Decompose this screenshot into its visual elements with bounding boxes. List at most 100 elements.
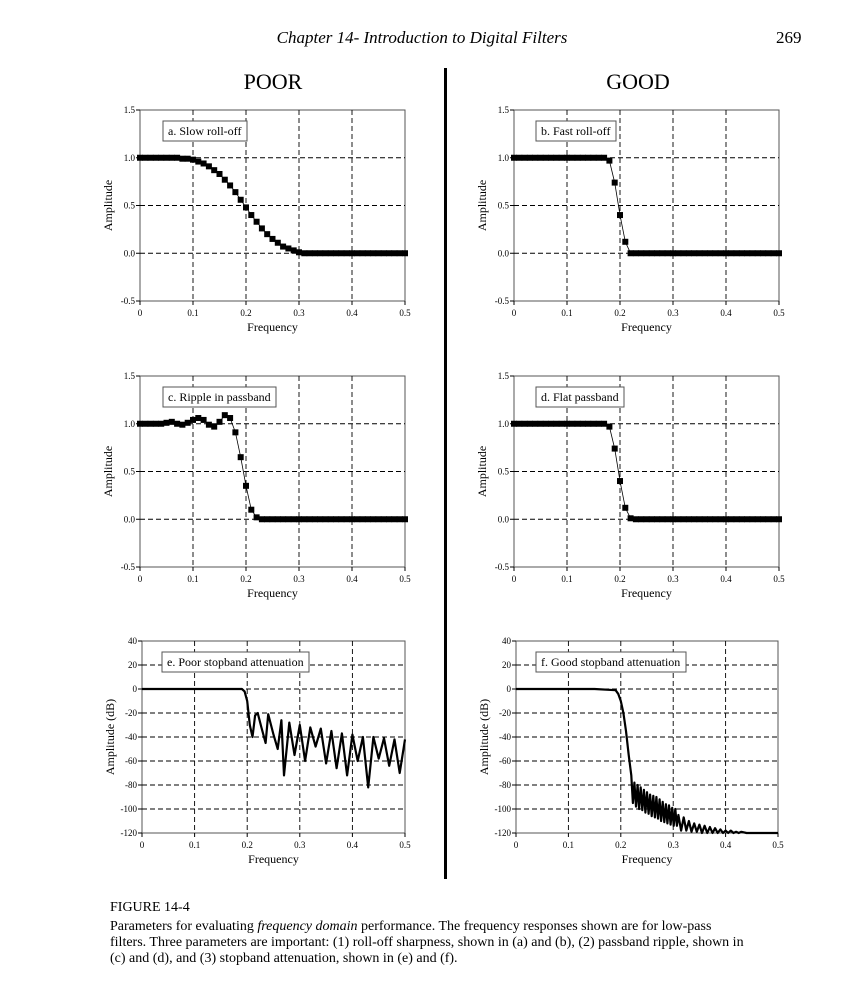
x-tick-label: 0.1 <box>561 574 572 584</box>
data-point <box>338 250 345 257</box>
data-point <box>670 250 676 257</box>
data-point <box>216 170 223 177</box>
data-point <box>349 250 355 257</box>
annotation-label: d. Flat passband <box>541 390 619 404</box>
y-tick-label: 1.0 <box>124 153 136 163</box>
data-point <box>765 250 772 257</box>
data-point <box>290 247 297 254</box>
data-point <box>174 154 181 161</box>
data-point <box>685 250 692 257</box>
chart-f <box>512 640 779 837</box>
x-tick-label: 0.2 <box>240 574 251 584</box>
data-point <box>579 154 586 161</box>
data-point <box>701 516 708 523</box>
x-tick-label: 0.3 <box>293 574 305 584</box>
annotation-box <box>161 651 310 673</box>
data-point <box>243 204 249 211</box>
data-point <box>402 516 408 523</box>
data-point <box>258 225 265 232</box>
data-point <box>680 516 687 523</box>
data-point <box>717 250 724 257</box>
data-point <box>648 516 655 523</box>
x-tick-label: 0.5 <box>399 308 411 318</box>
x-tick-label: 0.5 <box>399 840 411 850</box>
data-point <box>322 250 329 257</box>
data-point <box>606 423 613 430</box>
data-point <box>168 154 175 161</box>
figure-label: FIGURE 14-4 <box>110 900 190 915</box>
data-point <box>526 420 533 427</box>
data-point <box>391 516 398 523</box>
data-point <box>327 516 334 523</box>
data-point <box>526 154 533 161</box>
data-point <box>643 250 650 257</box>
data-point <box>521 420 528 427</box>
data-point <box>179 155 186 162</box>
data-point <box>553 154 560 161</box>
data-point <box>643 516 650 523</box>
data-point <box>174 420 181 427</box>
data-point <box>211 423 218 430</box>
y-tick-label: 0 <box>133 684 138 694</box>
y-tick-label: 40 <box>502 636 512 646</box>
data-point <box>579 420 586 427</box>
data-point <box>375 250 382 257</box>
series-line <box>140 414 405 520</box>
x-tick-label: 0.1 <box>561 308 572 318</box>
y-axis-label: Amplitude <box>101 446 115 497</box>
y-tick-label: -60 <box>499 756 511 766</box>
data-point <box>696 516 703 523</box>
data-point <box>733 250 740 257</box>
data-point <box>211 167 218 174</box>
y-tick-label: 1.0 <box>498 153 510 163</box>
y-tick-label: 0.0 <box>124 514 136 524</box>
data-point <box>248 506 255 513</box>
data-point <box>548 420 555 427</box>
annotation-box <box>535 651 687 673</box>
x-axis-label: Frequency <box>247 320 298 334</box>
data-point <box>627 515 634 522</box>
y-tick-label: 0.5 <box>498 201 510 211</box>
data-point <box>691 250 698 257</box>
data-point <box>296 249 302 256</box>
data-point <box>269 235 276 242</box>
y-tick-label: -0.5 <box>495 562 510 572</box>
data-point <box>317 516 324 523</box>
data-point <box>558 154 565 161</box>
x-tick-label: 0.4 <box>720 574 732 584</box>
data-point <box>611 179 618 186</box>
data-point <box>359 250 366 257</box>
x-tick-label: 0.3 <box>668 840 680 850</box>
data-point <box>370 250 377 257</box>
figure-charts: 1.51.00.50.0-0.50 0.1 0.2 0.3 0.4 0.5Frequenc… <box>101 105 785 866</box>
x-tick-label: 0.4 <box>347 840 359 850</box>
column-heading-good: GOOD <box>606 69 670 94</box>
data-point <box>585 154 592 161</box>
y-tick-label: 0.5 <box>124 467 136 477</box>
x-tick-label: 0 <box>138 574 143 584</box>
data-point <box>391 250 398 257</box>
data-point <box>664 250 671 257</box>
data-point <box>354 250 361 257</box>
x-tick-label: 0.3 <box>667 308 679 318</box>
data-point <box>659 516 666 523</box>
data-point <box>137 420 143 427</box>
annotation-box <box>535 120 617 142</box>
y-tick-label: -20 <box>125 708 137 718</box>
y-tick-label: 0.0 <box>498 514 510 524</box>
data-point <box>380 516 387 523</box>
data-point <box>221 412 228 419</box>
data-point <box>754 516 761 523</box>
y-tick-label: -120 <box>121 828 138 838</box>
x-axis-label: Frequency <box>248 852 299 866</box>
y-tick-label: -40 <box>125 732 137 742</box>
data-point <box>537 420 544 427</box>
data-point <box>632 250 639 257</box>
data-point <box>158 420 165 427</box>
data-point <box>542 420 549 427</box>
x-tick-label: 0.1 <box>563 840 574 850</box>
y-axis-label: Amplitude <box>101 180 115 231</box>
data-point <box>386 516 393 523</box>
data-point <box>253 218 260 225</box>
data-point <box>617 212 623 219</box>
